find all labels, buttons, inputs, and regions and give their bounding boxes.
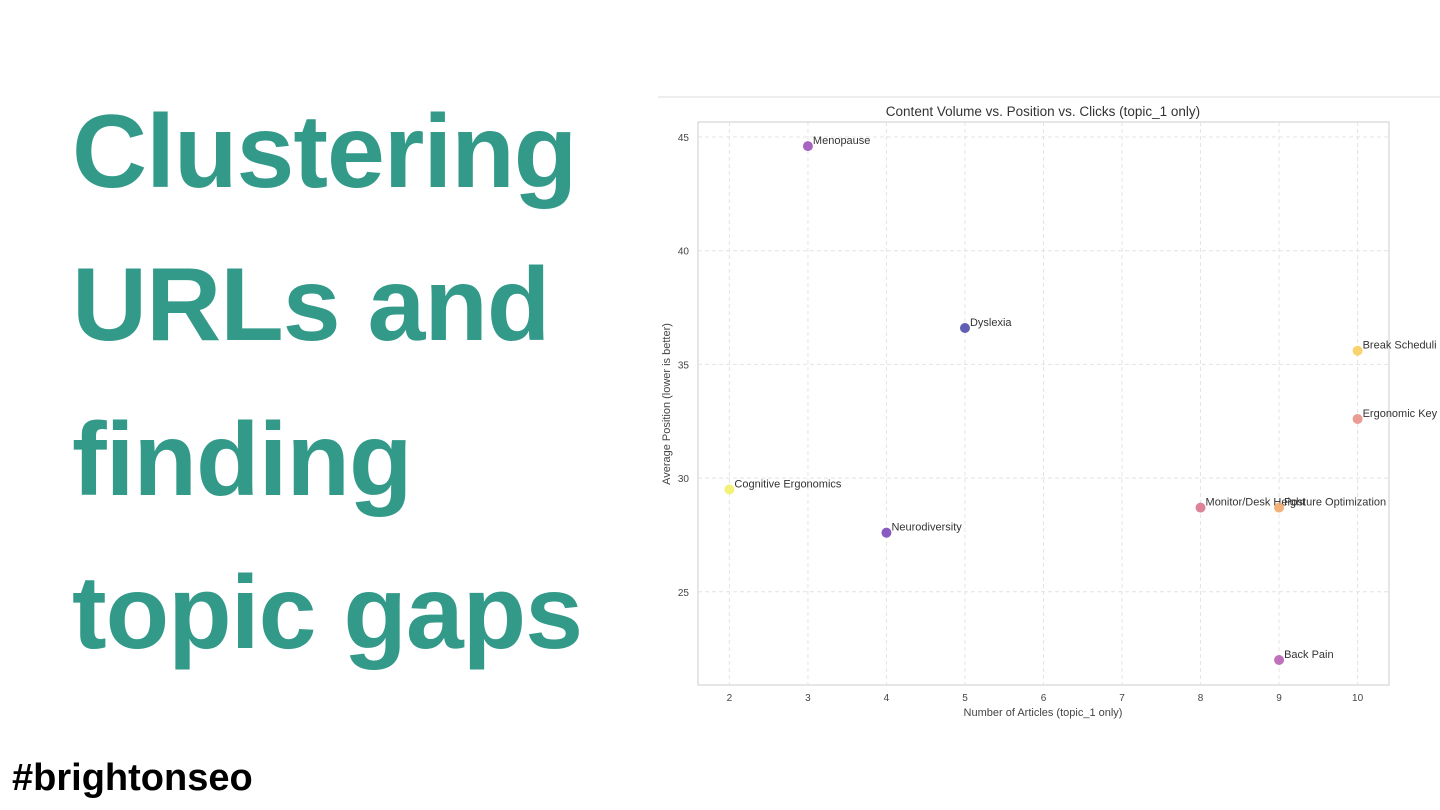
slide-title-line: Clustering: [72, 94, 576, 210]
y-tick-label: 45: [678, 133, 690, 144]
point-label: Neurodiversity: [891, 522, 962, 534]
chart-title: Content Volume vs. Position vs. Clicks (…: [886, 104, 1200, 119]
y-tick-label: 30: [678, 474, 690, 485]
point-label: Cognitive Ergonomics: [734, 478, 841, 490]
x-tick-label: 2: [727, 693, 733, 704]
slide-title-line: finding: [72, 402, 412, 518]
slide-title-line: URLs and: [72, 247, 549, 363]
x-axis-label: Number of Articles (topic_1 only): [964, 707, 1123, 719]
point: [959, 323, 970, 334]
x-tick-label: 10: [1352, 693, 1364, 704]
point: [802, 141, 813, 152]
x-tick-label: 6: [1041, 693, 1047, 704]
point: [1352, 345, 1363, 356]
y-tick-label: 35: [678, 360, 690, 371]
hashtag: #brightonseo: [12, 757, 253, 799]
y-tick-label: 25: [678, 588, 690, 599]
slide-title-line: topic gaps: [72, 555, 582, 671]
y-axis-label: Average Position (lower is better): [661, 323, 673, 485]
point: [1195, 502, 1206, 513]
x-tick-label: 4: [884, 693, 890, 704]
point: [881, 527, 892, 538]
point-label: Menopause: [813, 135, 871, 147]
point-label: Back Pain: [1284, 649, 1334, 661]
x-tick-label: 8: [1198, 693, 1204, 704]
point-label: Posture Optimization: [1284, 497, 1386, 509]
x-tick-label: 3: [805, 693, 811, 704]
x-tick-label: 9: [1276, 693, 1282, 704]
y-tick-label: 40: [678, 247, 690, 258]
point: [1352, 413, 1363, 424]
point-label: Ergonomic Key: [1363, 408, 1438, 420]
point: [1274, 654, 1285, 665]
point: [724, 484, 735, 495]
x-tick-label: 7: [1119, 693, 1125, 704]
point: [1274, 502, 1285, 513]
x-tick-label: 5: [962, 693, 968, 704]
point-label: Dyslexia: [970, 317, 1012, 329]
point-label: Break Scheduli: [1363, 340, 1437, 352]
